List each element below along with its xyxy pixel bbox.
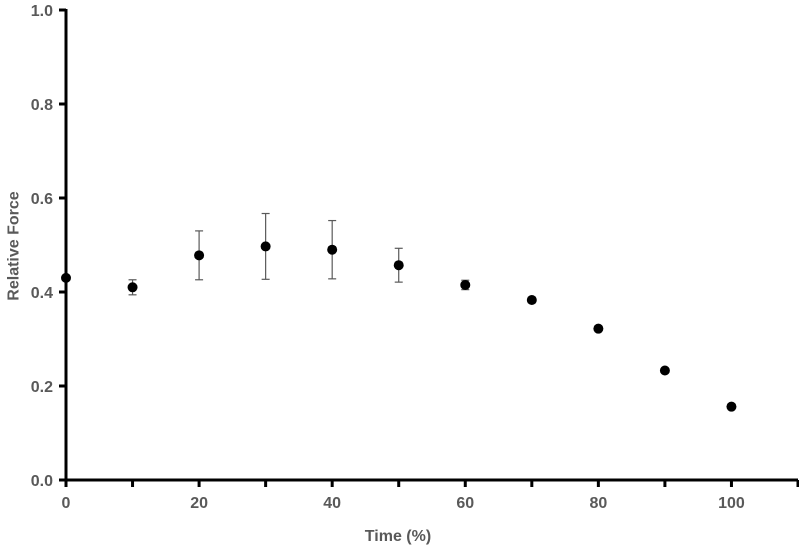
data-point [593,323,604,334]
data-point [194,250,205,261]
data-point [460,279,471,290]
y-tick-label: 1.0 [31,3,53,20]
error-bars [128,212,536,304]
data-point [526,294,537,305]
data-point [327,244,338,255]
y-tick-label: 0.8 [31,97,53,114]
x-tick-label: 0 [62,495,71,512]
data-point [260,241,271,252]
y-axis-title: Relative Force [6,191,23,300]
data-point [393,260,404,271]
y-tick-label: 0.2 [31,379,53,396]
y-tick-label: 0.4 [31,285,53,302]
data-points [61,241,737,412]
y-tick-label: 0.0 [31,473,53,490]
x-axis-title: Time (%) [365,528,431,545]
x-axis-ticks: 0 20 40 60 80 100 [62,480,799,512]
x-tick-label: 100 [718,495,745,512]
y-axis-ticks: 0.0 0.2 0.4 0.6 0.8 1.0 [31,3,66,490]
data-point [659,365,670,376]
data-point [127,282,138,293]
x-tick-label: 40 [323,495,341,512]
y-tick-label: 0.6 [31,191,53,208]
data-point [726,401,737,412]
x-tick-label: 80 [589,495,607,512]
x-tick-label: 20 [190,495,208,512]
x-tick-label: 60 [456,495,474,512]
